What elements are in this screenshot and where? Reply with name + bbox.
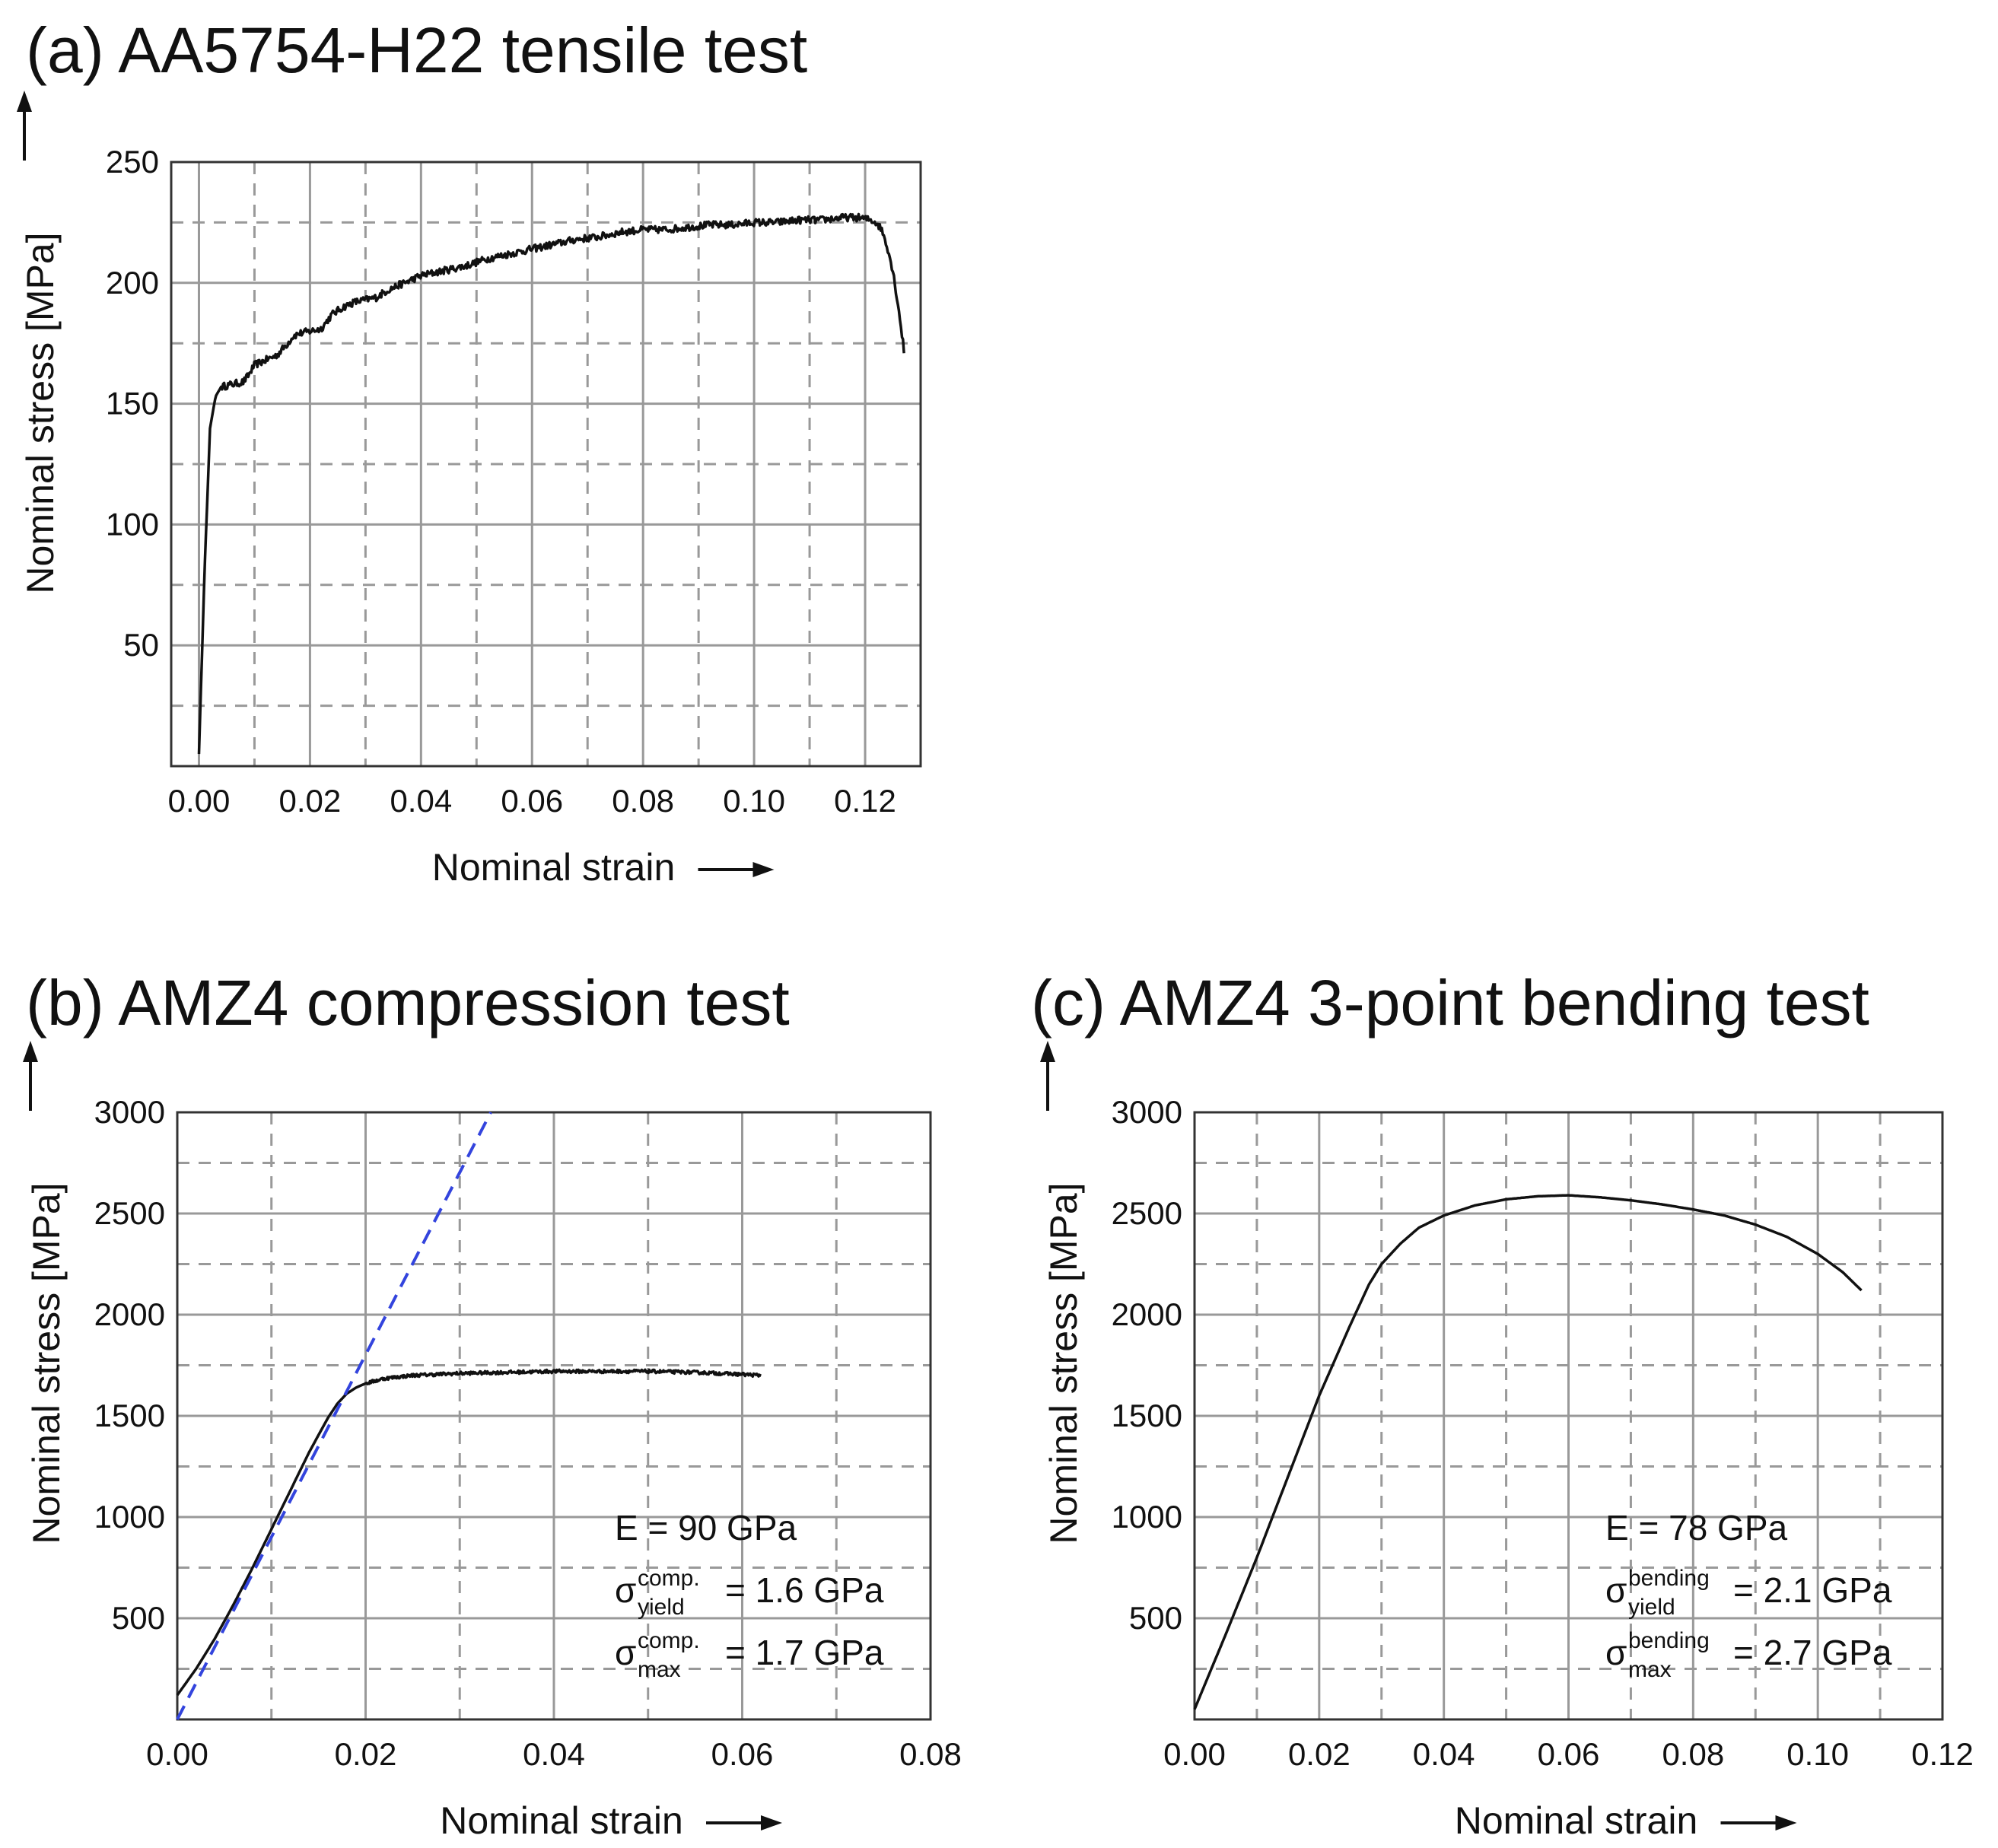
chart-c-max-sub: max [1628,1657,1672,1682]
chart-a-yarrow-head [17,91,32,112]
chart-b-group: 0.00 0.02 0.04 0.06 0.08 500 1000 1500 2000 2500 3… [23,1041,962,1842]
chart-c-xtick-label: 0.08 [1662,1736,1724,1772]
chart-c-xtick-label: 0.06 [1538,1736,1600,1772]
chart-b-xtick-label: 0.02 [335,1736,397,1772]
chart-b-series-0 [176,1368,762,1697]
chart-a-group: 0.00 0.02 0.04 0.06 0.08 0.10 0.12 50 100 150 200 2… [17,91,922,889]
chart-c-xlabel: Nominal strain [1455,1799,1698,1842]
chart-c-xtick-label: 0.12 [1911,1736,1974,1772]
chart-b-max-sup: comp. [638,1628,700,1653]
chart-c-yield-sup: bending [1628,1566,1710,1591]
panel-a-title: (a) AA5754-H22 tensile test [26,14,808,86]
chart-b-yield-sub: yield [638,1595,685,1620]
chart-a-xtick-label: 0.12 [834,783,896,819]
chart-c-xtick-label: 0.02 [1288,1736,1351,1772]
chart-c-ytick-label: 3000 [1112,1094,1182,1130]
chart-c-yield-sigma: σ [1605,1570,1627,1610]
chart-c-series-0 [1193,1194,1863,1710]
chart-b-ytick-label: 3000 [94,1094,165,1130]
chart-a-ytick-label: 200 [106,265,159,301]
panel-b-title: (b) AMZ4 compression test [26,967,790,1039]
chart-b-yarrow-head [23,1041,38,1062]
chart-c-xtick-label: 0.04 [1413,1736,1475,1772]
chart-a-xtick-label: 0.10 [723,783,785,819]
chart-b-yield-sup: comp. [638,1566,700,1591]
chart-b-ylabel: Nominal stress [MPa] [25,1182,68,1544]
chart-c-ytick-label: 1000 [1112,1499,1182,1535]
chart-c-ytick-label: 1500 [1112,1398,1182,1433]
chart-c-frame [1193,1111,1944,1721]
chart-b-series-fit [176,1112,492,1720]
chart-b-yield-sigma: σ [615,1570,636,1610]
chart-b-max-sigma: σ [615,1633,636,1672]
chart-c-yield-value: = 2.1 GPa [1733,1570,1892,1610]
chart-b-xarrow-head [761,1815,782,1831]
chart-b-max-value: = 1.7 GPa [725,1633,884,1672]
chart-a-series-0 [197,212,905,755]
chart-b-ytick-label: 1000 [94,1499,165,1535]
chart-c-max-value: = 2.7 GPa [1733,1633,1892,1672]
chart-c-group: 0.00 0.02 0.04 0.06 0.08 0.10 0.12 500 1000 1500 2… [1040,1041,1974,1842]
chart-b-ytick-label: 2000 [94,1296,165,1332]
chart-b-max-sub: max [638,1657,681,1682]
chart-c-max-sup: bending [1628,1628,1710,1653]
chart-c-xtick-label: 0.10 [1786,1736,1849,1772]
chart-a-ylabel: Nominal stress [MPa] [19,232,62,593]
chart-b-ytick-label: 500 [112,1600,165,1636]
chart-a-frame [170,161,922,768]
chart-b-frame [176,1111,932,1721]
chart-a-xlabel: Nominal strain [432,846,676,889]
chart-c-modulus-label: E = 78 GPa [1605,1508,1788,1547]
chart-b-ytick-label: 2500 [94,1195,165,1231]
chart-a-ytick-label: 100 [106,506,159,542]
chart-a-ytick-label: 50 [123,627,159,663]
chart-c-ytick-label: 2500 [1112,1195,1182,1231]
chart-b-ytick-label: 1500 [94,1398,165,1433]
chart-a-xtick-label: 0.04 [390,783,452,819]
chart-c-ytick-label: 2000 [1112,1296,1182,1332]
chart-c-ytick-label: 500 [1129,1600,1182,1636]
chart-c-yarrow-head [1040,1041,1055,1062]
chart-a-xtick-label: 0.08 [612,783,674,819]
chart-b-xtick-label: 0.00 [146,1736,208,1772]
chart-a-ytick-label: 250 [106,144,159,180]
chart-a-xarrow-head [752,862,775,877]
chart-b-xlabel: Nominal strain [440,1799,683,1842]
chart-b-xtick-label: 0.04 [523,1736,585,1772]
chart-c-yield-sub: yield [1628,1595,1675,1620]
chart-c-xtick-label: 0.00 [1163,1736,1226,1772]
chart-a-ytick-label: 150 [106,386,159,421]
chart-a-xtick-label: 0.00 [168,783,231,819]
chart-a-xtick-label: 0.06 [501,783,563,819]
chart-b-xtick-label: 0.08 [899,1736,962,1772]
chart-c-max-sigma: σ [1605,1633,1627,1672]
chart-a-xtick-label: 0.02 [279,783,342,819]
chart-b-modulus-label: E = 90 GPa [615,1508,797,1547]
chart-b-xtick-label: 0.06 [711,1736,774,1772]
chart-c-ylabel: Nominal stress [MPa] [1042,1182,1085,1544]
chart-c-xarrow-head [1775,1815,1797,1831]
chart-b-yield-value: = 1.6 GPa [725,1570,884,1610]
panel-c-title: (c) AMZ4 3-point bending test [1031,967,1869,1039]
